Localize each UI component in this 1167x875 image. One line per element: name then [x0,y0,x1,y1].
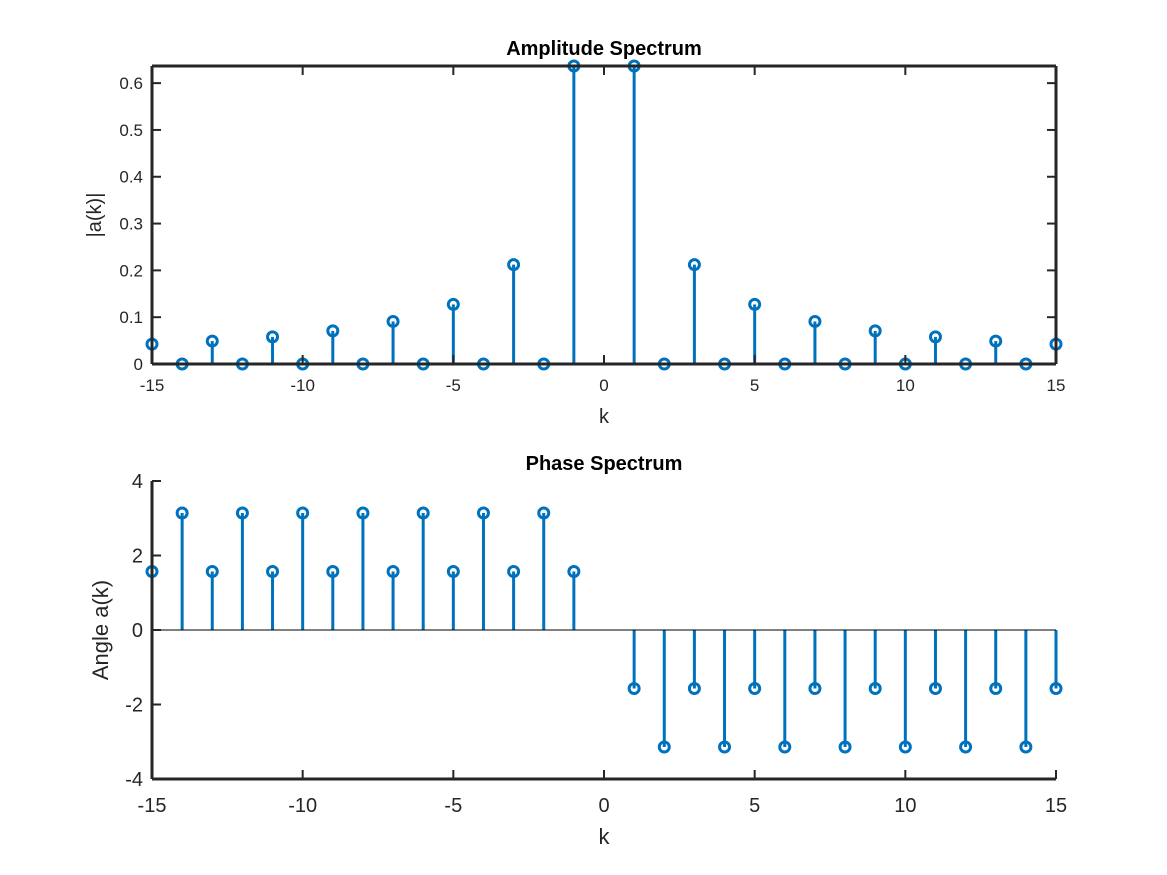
stem-marker [989,682,1003,696]
y-tick-label: 2 [132,546,143,568]
y-tick-label: 0 [132,620,143,642]
stem-marker [205,564,219,578]
x-tick-label: 5 [750,376,759,395]
stem-marker [567,564,581,578]
phase-ylabel: Angle a(k) [88,580,113,680]
stem-marker [507,258,521,272]
stem-marker [326,324,340,338]
y-tick-label: 0.3 [119,215,143,234]
y-tick-label: 0.6 [119,74,143,93]
amplitude-xlabel: k [599,406,610,428]
stem-marker [748,297,762,311]
x-tick-label: 10 [894,795,916,817]
stem-marker [627,682,641,696]
y-tick-label: 4 [132,471,143,493]
stem-marker [928,330,942,344]
phase-xlabel: k [599,824,611,849]
stem-marker [687,258,701,272]
stem-marker [1019,740,1033,754]
x-tick-label: 10 [896,376,915,395]
stem-marker [476,506,490,520]
stem-marker [386,314,400,328]
stem-marker [356,506,370,520]
stem-marker [928,682,942,696]
phase-stems [145,506,1063,754]
stem-marker [266,564,280,578]
amplitude-axes: -15 -10 -5 0 5 10 15 0 0.1 0.2 0.3 0.4 0.5 0.6 [119,64,1066,395]
stem-marker [446,564,460,578]
stem-marker [687,682,701,696]
y-tick-label: 0.4 [119,168,143,187]
x-tick-label: -15 [140,376,165,395]
stem-marker [898,740,912,754]
x-tick-label: -5 [446,376,461,395]
stem-marker [868,324,882,338]
x-tick-label: -10 [290,376,315,395]
x-tick-label: 15 [1047,376,1066,395]
x-tick-label: 0 [598,795,609,817]
stem-marker [718,740,732,754]
stem-marker [296,506,310,520]
y-tick-label: 0.1 [119,308,143,327]
stem-marker [326,564,340,578]
x-tick-label: -15 [138,795,167,817]
amplitude-stems [145,59,1063,371]
stem-marker [205,334,219,348]
stem-marker [446,297,460,311]
stem-marker [838,740,852,754]
stem-marker [235,506,249,520]
stem-marker [657,740,671,754]
amplitude-title: Amplitude Spectrum [506,38,702,60]
y-tick-label: 0.2 [119,261,143,280]
stem-marker [989,334,1003,348]
amplitude-spectrum-plot: Amplitude Spectrum -15 -10 -5 0 5 10 15 0 0.1 0.2… [84,38,1065,428]
x-tick-label: -10 [288,795,317,817]
amplitude-ylabel: |a(k)| [84,193,106,238]
x-tick-label: -5 [444,795,462,817]
y-tick-label: 0 [134,355,143,374]
y-tick-label: -2 [125,695,143,717]
x-tick-label: 5 [749,795,760,817]
x-tick-label: 15 [1045,795,1067,817]
phase-axes: -15 -10 -5 0 5 10 15 -4 -2 0 2 4 [125,471,1067,817]
stem-marker [537,506,551,520]
stem-marker [808,314,822,328]
stem-marker [959,740,973,754]
phase-spectrum-plot: Phase Spectrum -15 -10 -5 0 5 10 15 -4 -2 0 2 4 k A… [88,453,1067,849]
stem-marker [175,506,189,520]
y-tick-label: 0.5 [119,121,143,140]
stem-marker [416,506,430,520]
stem-marker [1049,682,1063,696]
stem-marker [507,564,521,578]
stem-marker [748,682,762,696]
x-tick-label: 0 [599,376,608,395]
y-tick-label: -4 [125,769,143,791]
phase-title: Phase Spectrum [526,453,683,475]
stem-marker [386,564,400,578]
stem-marker [266,330,280,344]
stem-marker [778,740,792,754]
stem-marker [868,682,882,696]
stem-marker [808,682,822,696]
